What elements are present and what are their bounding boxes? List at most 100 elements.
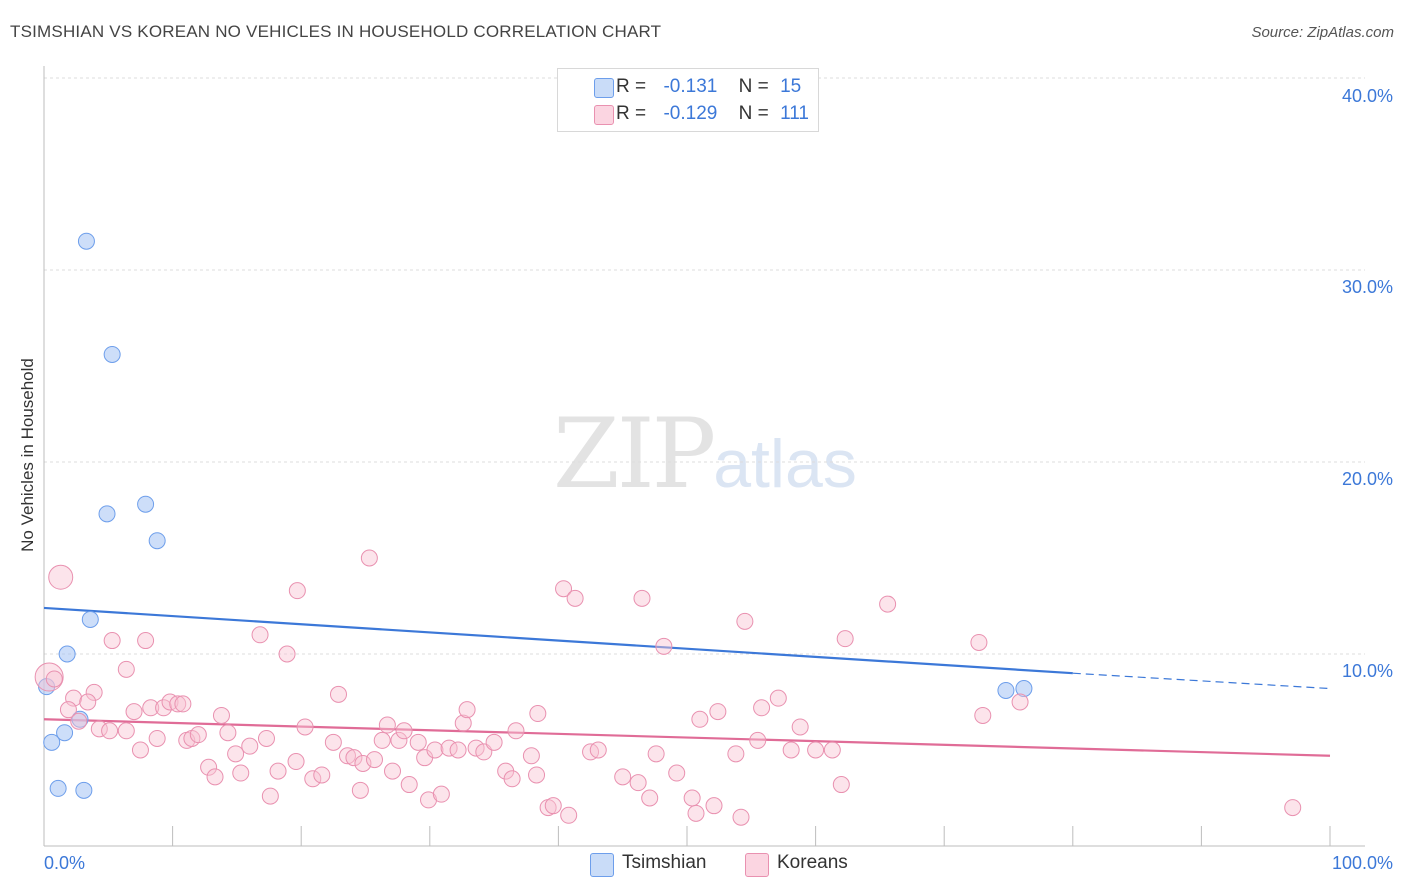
- point-koreans: [668, 764, 686, 782]
- point-koreans: [131, 741, 149, 759]
- point-koreans: [103, 632, 121, 650]
- point-koreans: [454, 714, 472, 732]
- x-tick-label: 0.0%: [44, 853, 85, 873]
- series-legend-tsimshian[interactable]: Tsimshian: [590, 852, 707, 877]
- point-koreans: [338, 747, 356, 765]
- point-koreans: [1284, 799, 1302, 817]
- watermark-zip: ZIP: [553, 398, 716, 510]
- point-koreans: [257, 729, 275, 747]
- point-koreans: [117, 660, 135, 678]
- point-koreans: [705, 797, 723, 815]
- y-tick-label: 30.0%: [1342, 277, 1393, 297]
- legend-row-koreans: R = -0.129 N = 111: [594, 103, 809, 125]
- point-koreans: [528, 766, 546, 784]
- y-axis-title: No Vehicles in Household: [18, 358, 37, 552]
- point-tsimshian: [1015, 680, 1033, 698]
- point-koreans: [727, 745, 745, 763]
- point-koreans: [823, 741, 841, 759]
- point-koreans: [791, 718, 809, 736]
- point-koreans: [200, 758, 218, 776]
- point-koreans: [137, 632, 155, 650]
- data-points: [34, 232, 1302, 826]
- point-koreans: [360, 549, 378, 567]
- point-tsimshian: [98, 505, 116, 523]
- trend-line-koreans: [43, 718, 1331, 757]
- point-koreans: [544, 797, 562, 815]
- watermark: ZIPatlas: [553, 398, 857, 510]
- point-koreans: [485, 733, 503, 751]
- point-koreans: [278, 645, 296, 663]
- legend-n-value: 15: [780, 76, 802, 97]
- point-tsimshian: [58, 645, 76, 663]
- point-koreans: [687, 804, 705, 822]
- point-koreans: [366, 751, 384, 769]
- point-koreans: [241, 737, 259, 755]
- y-tick-label: 20.0%: [1342, 469, 1393, 489]
- point-koreans: [879, 595, 897, 613]
- trend-line-tsimshian-extrapolated: [1072, 672, 1331, 690]
- point-koreans: [836, 630, 854, 648]
- source-label: Source: ZipAtlas.com: [1251, 24, 1394, 41]
- point-koreans: [629, 774, 647, 792]
- point-koreans: [79, 693, 97, 711]
- point-koreans: [395, 722, 413, 740]
- legend-n-value: 111: [780, 103, 809, 124]
- point-tsimshian: [49, 779, 67, 797]
- point-koreans: [85, 683, 103, 701]
- point-koreans: [189, 726, 207, 744]
- point-koreans: [212, 706, 230, 724]
- series-legend: Tsimshian Koreans: [0, 852, 1406, 878]
- point-koreans: [269, 762, 287, 780]
- point-koreans: [90, 720, 108, 738]
- point-koreans: [324, 733, 342, 751]
- watermark-atlas: atlas: [713, 426, 857, 502]
- point-koreans: [507, 722, 525, 740]
- point-koreans: [101, 722, 119, 740]
- point-koreans: [219, 724, 237, 742]
- series-legend-koreans[interactable]: Koreans: [745, 852, 848, 877]
- point-koreans: [148, 729, 166, 747]
- point-koreans: [426, 741, 444, 759]
- point-koreans: [329, 685, 347, 703]
- point-koreans: [125, 703, 143, 721]
- point-koreans: [432, 785, 450, 803]
- legend-swatch-tsimshian: [594, 78, 614, 98]
- series-legend-label: Tsimshian: [622, 852, 707, 873]
- point-koreans: [169, 695, 187, 713]
- point-koreans: [48, 564, 74, 590]
- point-tsimshian: [75, 781, 93, 799]
- grid-lines: [44, 77, 1365, 655]
- point-koreans: [683, 789, 701, 807]
- trend-line-tsimshian: [43, 606, 1073, 675]
- point-tsimshian: [103, 345, 121, 363]
- point-koreans: [227, 745, 245, 763]
- point-koreans: [174, 695, 192, 713]
- point-koreans: [59, 701, 77, 719]
- series-legend-label: Koreans: [777, 852, 848, 873]
- point-koreans: [345, 749, 363, 767]
- point-koreans: [807, 741, 825, 759]
- legend-r-value: -0.129: [663, 103, 718, 124]
- point-koreans: [1011, 693, 1029, 711]
- point-koreans: [384, 762, 402, 780]
- point-tsimshian: [77, 232, 95, 250]
- point-koreans: [458, 701, 476, 719]
- legend-n-label: N =: [738, 76, 769, 97]
- point-koreans: [560, 806, 578, 824]
- point-koreans: [251, 626, 269, 644]
- point-koreans: [655, 637, 673, 655]
- point-koreans: [633, 589, 651, 607]
- legend-swatch-tsimshian: [590, 853, 614, 877]
- point-koreans: [287, 753, 305, 771]
- point-koreans: [155, 699, 173, 717]
- point-koreans: [70, 712, 88, 730]
- point-tsimshian: [997, 681, 1015, 699]
- point-koreans: [304, 770, 322, 788]
- point-koreans: [142, 699, 160, 717]
- y-tick-label: 40.0%: [1342, 86, 1393, 106]
- legend-r-value: -0.131: [663, 76, 718, 97]
- point-koreans: [503, 770, 521, 788]
- point-koreans: [45, 670, 63, 688]
- point-koreans: [555, 580, 573, 598]
